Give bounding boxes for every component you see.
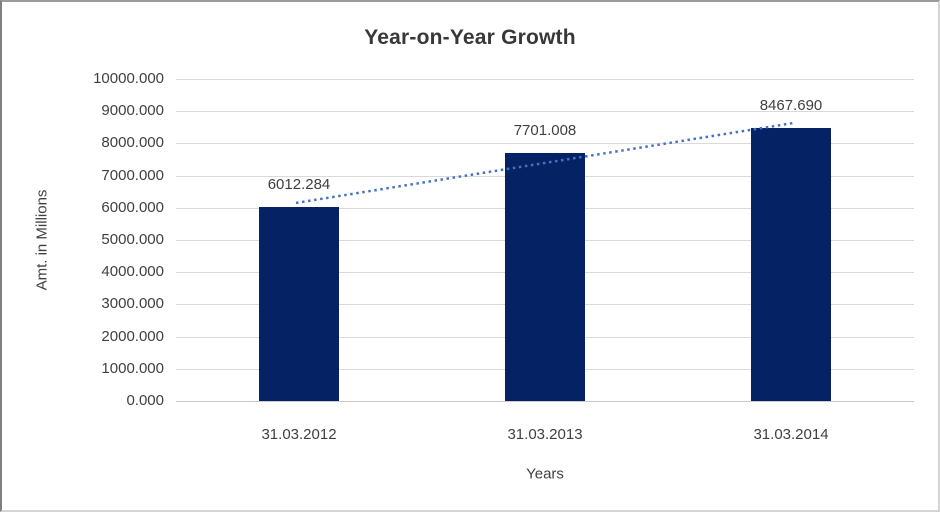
y-tick-label: 3000.000 [101, 295, 164, 313]
bar [505, 153, 585, 401]
y-tick-label: 0.000 [126, 392, 164, 409]
y-tick-label: 8000.000 [101, 134, 164, 152]
bar [751, 128, 831, 401]
y-tick-label: 2000.000 [101, 327, 164, 345]
x-tick-label: 31.03.2013 [507, 426, 583, 443]
gridline [176, 111, 914, 113]
x-axis-title: Years [526, 465, 564, 483]
y-tick-label: 6000.000 [101, 198, 164, 216]
gridline [176, 79, 914, 80]
y-tick-label: 9000.000 [101, 102, 164, 120]
bar-data-label: 6012.284 [267, 176, 331, 194]
bar-data-label: 7701.008 [513, 122, 577, 140]
bar-data-label: 8467.690 [759, 97, 823, 115]
bar [259, 207, 339, 401]
chart-title: Year-on-Year Growth [364, 26, 576, 49]
y-tick-label: 5000.000 [101, 231, 164, 248]
x-tick-label: 31.03.2014 [753, 426, 829, 443]
y-tick-label: 1000.000 [101, 359, 164, 377]
y-tick-label: 4000.000 [101, 263, 164, 281]
gridline [176, 401, 914, 402]
x-tick-label: 31.03.2012 [261, 426, 337, 443]
y-tick-label: 10000.000 [93, 70, 164, 87]
y-tick-label: 7000.000 [101, 166, 164, 184]
